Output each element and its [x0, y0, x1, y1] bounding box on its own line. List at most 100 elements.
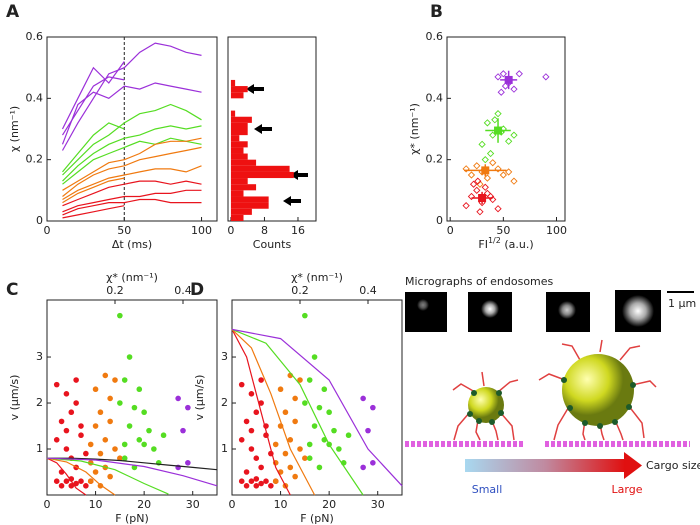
histogram-bar — [230, 190, 244, 197]
y-tick-label: 0.2 — [26, 153, 44, 166]
point — [243, 418, 250, 425]
point — [499, 70, 507, 78]
point — [253, 476, 260, 482]
point — [486, 149, 495, 158]
point — [316, 464, 323, 471]
histogram-bar — [230, 129, 248, 136]
point — [58, 418, 65, 425]
point — [107, 473, 113, 480]
trajectory-line — [62, 137, 202, 185]
point — [175, 395, 181, 402]
y-axis-label: χ (nm⁻¹) — [8, 106, 21, 152]
point — [126, 354, 133, 360]
point — [63, 427, 70, 434]
trajectory-line — [62, 122, 125, 173]
point — [370, 404, 376, 411]
point — [370, 460, 376, 466]
point — [238, 437, 245, 443]
y-tick-label: 2 — [221, 396, 228, 409]
x-tick-label: 30 — [371, 498, 385, 511]
point — [68, 409, 75, 416]
point — [248, 427, 255, 434]
point — [263, 478, 269, 485]
x-axis-label-unit: (a.u.) — [501, 238, 534, 251]
point — [297, 446, 303, 452]
point — [476, 180, 484, 188]
point — [185, 460, 191, 466]
x-tick-label: 30 — [186, 498, 200, 511]
point — [97, 450, 104, 457]
point — [87, 478, 94, 485]
histogram-bar — [230, 159, 257, 166]
point — [272, 478, 279, 485]
trajectory-line — [62, 125, 202, 182]
point — [253, 409, 260, 416]
y-axis-label: v (μm/s) — [193, 375, 206, 421]
point — [141, 409, 147, 416]
trajectory-line — [62, 103, 202, 176]
x-tick-label: 10 — [89, 498, 103, 511]
size-arrow-head — [624, 452, 642, 479]
point — [481, 156, 489, 164]
point — [510, 85, 518, 93]
point — [282, 450, 289, 457]
point — [63, 446, 70, 452]
point — [542, 73, 550, 81]
y-tick-label: 0.2 — [426, 153, 444, 166]
y-tick-label: 3 — [36, 350, 43, 363]
trajectory-line — [61, 82, 202, 145]
point — [268, 483, 274, 489]
y-tick-label: 0.6 — [26, 30, 44, 43]
x2-tick-label: 0.4 — [359, 284, 377, 297]
point — [83, 450, 89, 457]
x2-tick-label: 0.2 — [106, 284, 124, 297]
point — [292, 418, 298, 425]
histogram-bar — [230, 202, 269, 209]
point — [478, 140, 486, 148]
point — [68, 476, 75, 482]
x-tick-label: 16 — [291, 224, 305, 237]
x-tick-label: 0 — [447, 224, 454, 237]
point — [107, 395, 113, 402]
histogram-bar — [230, 79, 236, 87]
point — [92, 386, 99, 393]
point — [63, 478, 70, 485]
panel: D 0 10 20 30 1 2 3 0.2 0.4 χ* (nm⁻¹) F (pN) v (μm/s) — [190, 271, 403, 525]
point — [253, 483, 260, 489]
plot-frame — [227, 36, 317, 222]
point — [306, 441, 313, 448]
point — [87, 441, 94, 448]
point — [306, 377, 313, 383]
point — [473, 186, 481, 194]
histogram-bar — [230, 147, 244, 154]
trajectory-line — [62, 205, 125, 219]
x-tick-label: 10 — [274, 498, 288, 511]
x2-axis-label: χ* (nm⁻¹) — [291, 271, 343, 284]
trajectory-line — [61, 76, 125, 136]
point — [483, 119, 492, 127]
histogram-bar — [230, 110, 236, 117]
point — [481, 183, 489, 191]
point — [505, 137, 513, 145]
panel-letter: C — [6, 280, 18, 300]
point — [121, 441, 128, 448]
trajectory-line — [61, 61, 125, 130]
x-tick-label: 20 — [322, 498, 336, 511]
point — [499, 171, 507, 179]
point — [73, 400, 79, 406]
point — [78, 432, 84, 439]
x-tick-label: 100 — [546, 224, 567, 237]
point — [92, 423, 99, 429]
histogram-bar — [230, 165, 290, 172]
point — [83, 483, 89, 489]
trajectory-line — [61, 42, 202, 151]
histogram-bar — [230, 214, 244, 221]
y-tick-label: 3 — [221, 350, 228, 363]
point — [258, 480, 264, 487]
point — [292, 395, 298, 402]
trajectory-line — [62, 189, 202, 213]
point — [473, 162, 481, 170]
y-axis-label: χ* (nm⁻¹) — [408, 103, 421, 155]
point — [302, 312, 308, 319]
y-tick-label: 0.4 — [426, 91, 444, 104]
